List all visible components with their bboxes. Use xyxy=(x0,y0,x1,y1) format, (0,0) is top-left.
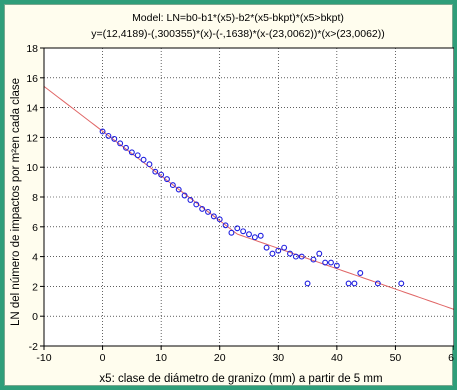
data-point xyxy=(292,253,299,260)
data-point xyxy=(140,156,147,163)
scatter-chart: Model: LN=b0-b1*(x5)-b2*(x5-bkpt)*(x5>bk… xyxy=(10,12,454,385)
data-point xyxy=(105,132,112,139)
data-point xyxy=(216,216,223,223)
x-tick-label: 50 xyxy=(390,352,402,364)
plot-frame xyxy=(43,47,454,347)
data-point xyxy=(169,182,176,189)
x-tick-label: 10 xyxy=(155,352,167,364)
y-tick-label: 18 xyxy=(26,43,38,55)
data-point xyxy=(146,161,153,168)
x-tick-label: 30 xyxy=(272,352,284,364)
y-tick-label: 4 xyxy=(32,252,38,264)
chart-panel: Model: LN=b0-b1*(x5)-b2*(x5-bkpt)*(x5>bk… xyxy=(4,4,454,386)
y-tick-label: 10 xyxy=(26,162,38,174)
data-point xyxy=(99,128,106,135)
data-point xyxy=(128,149,135,156)
x-axis-label: x5: clase de diámetro de granizo (mm) a … xyxy=(99,373,382,385)
data-point xyxy=(210,213,217,220)
data-point xyxy=(246,231,252,238)
y-tick-label: 16 xyxy=(26,73,38,85)
data-point xyxy=(193,201,200,208)
data-point xyxy=(187,197,194,203)
data-point xyxy=(304,280,311,287)
data-point xyxy=(181,192,188,199)
data-point xyxy=(374,280,381,287)
data-point xyxy=(345,280,352,287)
data-point xyxy=(357,270,364,276)
chart-title: Model: LN=b0-b1*(x5)-b2*(x5-bkpt)*(x5>bk… xyxy=(132,12,344,24)
x-tick-label: 40 xyxy=(331,352,343,364)
data-point xyxy=(269,250,276,257)
data-point xyxy=(298,253,305,260)
chart-subtitle: y=(12,4189)-(,300355)*(x)-(-,1638)*(x-(2… xyxy=(91,28,385,40)
data-point xyxy=(234,225,241,232)
data-point xyxy=(275,247,282,254)
data-point xyxy=(310,256,317,263)
data-point xyxy=(222,222,229,229)
data-point xyxy=(351,280,358,287)
data-point xyxy=(228,229,235,236)
data-point xyxy=(316,250,323,257)
y-tick-label: 0 xyxy=(32,311,38,323)
data-point xyxy=(164,176,170,183)
data-point xyxy=(152,168,159,175)
data-point xyxy=(257,232,264,239)
data-point xyxy=(287,250,293,257)
y-tick-label: 2 xyxy=(32,281,38,293)
data-point xyxy=(199,205,206,212)
x-tick-label: 60 xyxy=(448,352,454,364)
y-tick-label: 14 xyxy=(26,103,38,115)
data-point xyxy=(111,135,118,142)
x-tick-label: 20 xyxy=(214,352,226,364)
data-point xyxy=(117,140,124,147)
data-point xyxy=(263,244,270,251)
data-point xyxy=(175,186,182,193)
data-point xyxy=(398,280,405,287)
y-tick-label: 6 xyxy=(32,222,38,234)
y-tick-label: -2 xyxy=(29,341,38,353)
data-point xyxy=(123,144,129,151)
y-tick-label: 12 xyxy=(26,132,38,144)
data-point xyxy=(281,244,288,251)
data-point xyxy=(134,152,141,159)
data-point xyxy=(328,259,334,266)
data-point xyxy=(205,208,211,215)
data-point xyxy=(240,228,247,235)
x-tick-label: -10 xyxy=(36,352,51,364)
data-point xyxy=(333,262,340,269)
data-point xyxy=(251,234,258,241)
data-point xyxy=(322,259,329,266)
y-tick-label: 8 xyxy=(32,192,38,204)
y-axis-label: LN del número de impactos por m²en cada … xyxy=(10,78,22,326)
x-tick-label: 0 xyxy=(100,352,106,364)
data-point xyxy=(158,171,165,178)
